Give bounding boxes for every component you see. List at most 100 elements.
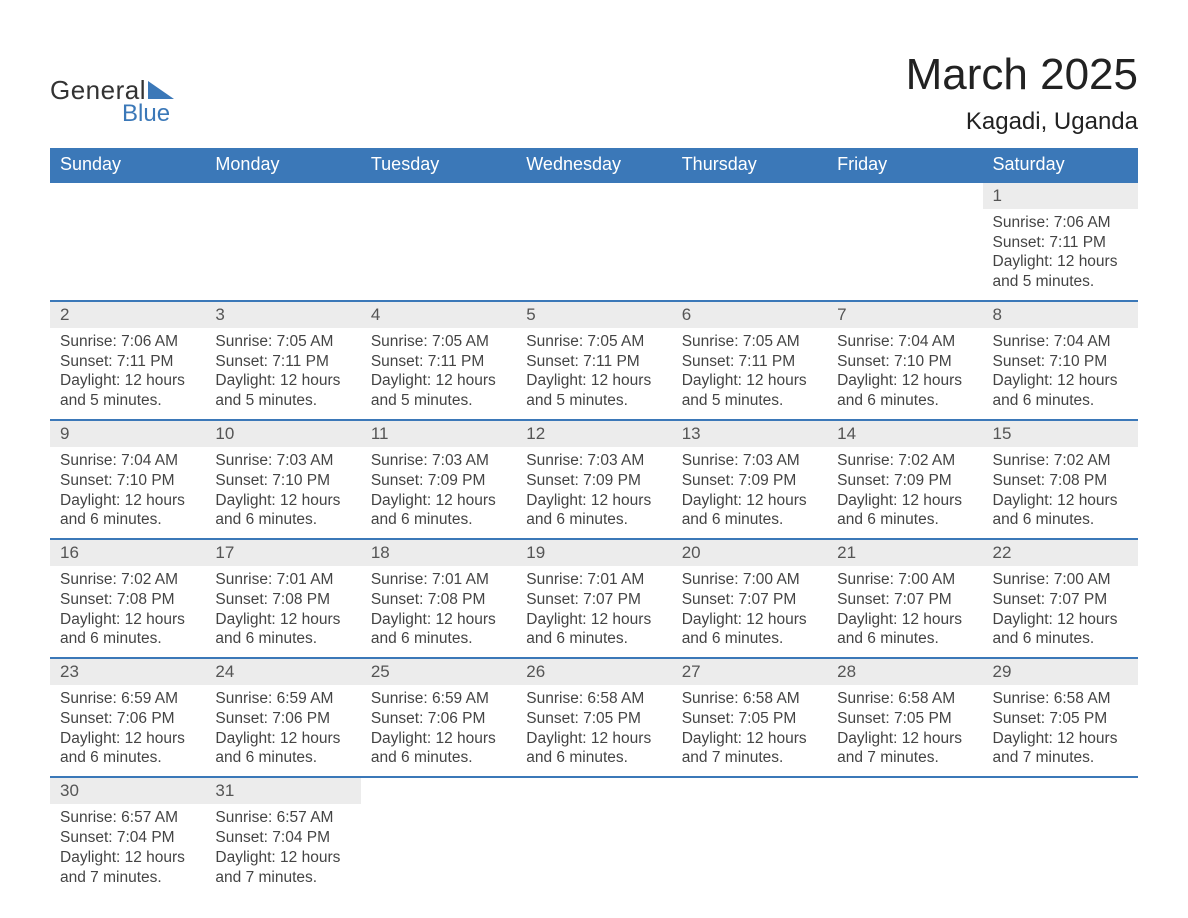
day-number: 25 [361, 658, 516, 685]
day-data [361, 209, 516, 301]
day-number: 11 [361, 420, 516, 447]
day-number: 26 [516, 658, 671, 685]
day-data [672, 209, 827, 301]
day-data: Sunrise: 6:57 AMSunset: 7:04 PMDaylight:… [205, 804, 360, 895]
day-number: 24 [205, 658, 360, 685]
day-number [50, 182, 205, 209]
daynum-row: 3031 [50, 777, 1138, 804]
day-number: 27 [672, 658, 827, 685]
day-number: 10 [205, 420, 360, 447]
logo-triangle-icon [148, 81, 174, 99]
daynum-row: 9101112131415 [50, 420, 1138, 447]
logo: General Blue [50, 75, 174, 128]
day-number: 29 [983, 658, 1138, 685]
day-data: Sunrise: 7:04 AMSunset: 7:10 PMDaylight:… [983, 328, 1138, 420]
day-data [827, 804, 982, 895]
calendar-body: 1Sunrise: 7:06 AMSunset: 7:11 PMDaylight… [50, 182, 1138, 895]
day-data: Sunrise: 6:59 AMSunset: 7:06 PMDaylight:… [205, 685, 360, 777]
day-number: 16 [50, 539, 205, 566]
day-number: 4 [361, 301, 516, 328]
col-wednesday: Wednesday [516, 148, 671, 182]
day-number: 22 [983, 539, 1138, 566]
daydata-row: Sunrise: 6:59 AMSunset: 7:06 PMDaylight:… [50, 685, 1138, 777]
day-number: 7 [827, 301, 982, 328]
day-data [361, 804, 516, 895]
day-number [672, 182, 827, 209]
daydata-row: Sunrise: 7:02 AMSunset: 7:08 PMDaylight:… [50, 566, 1138, 658]
day-data: Sunrise: 6:58 AMSunset: 7:05 PMDaylight:… [827, 685, 982, 777]
day-number: 15 [983, 420, 1138, 447]
day-number: 28 [827, 658, 982, 685]
day-data: Sunrise: 6:58 AMSunset: 7:05 PMDaylight:… [983, 685, 1138, 777]
daynum-row: 16171819202122 [50, 539, 1138, 566]
day-number: 31 [205, 777, 360, 804]
day-data: Sunrise: 6:58 AMSunset: 7:05 PMDaylight:… [672, 685, 827, 777]
logo-word-blue: Blue [122, 100, 174, 128]
day-number: 8 [983, 301, 1138, 328]
day-number: 17 [205, 539, 360, 566]
day-data [672, 804, 827, 895]
day-data: Sunrise: 6:57 AMSunset: 7:04 PMDaylight:… [50, 804, 205, 895]
day-number [205, 182, 360, 209]
day-data: Sunrise: 7:01 AMSunset: 7:07 PMDaylight:… [516, 566, 671, 658]
day-data: Sunrise: 7:02 AMSunset: 7:09 PMDaylight:… [827, 447, 982, 539]
day-number [516, 182, 671, 209]
day-number: 30 [50, 777, 205, 804]
day-data: Sunrise: 7:03 AMSunset: 7:09 PMDaylight:… [516, 447, 671, 539]
day-data: Sunrise: 7:05 AMSunset: 7:11 PMDaylight:… [516, 328, 671, 420]
header: General Blue March 2025 Kagadi, Uganda [50, 50, 1138, 136]
day-number [361, 182, 516, 209]
day-data: Sunrise: 7:04 AMSunset: 7:10 PMDaylight:… [50, 447, 205, 539]
day-data [50, 209, 205, 301]
col-tuesday: Tuesday [361, 148, 516, 182]
day-data: Sunrise: 7:01 AMSunset: 7:08 PMDaylight:… [205, 566, 360, 658]
day-data: Sunrise: 7:05 AMSunset: 7:11 PMDaylight:… [672, 328, 827, 420]
day-data: Sunrise: 7:03 AMSunset: 7:09 PMDaylight:… [361, 447, 516, 539]
title-block: March 2025 Kagadi, Uganda [906, 50, 1138, 136]
daydata-row: Sunrise: 7:06 AMSunset: 7:11 PMDaylight:… [50, 209, 1138, 301]
day-data: Sunrise: 7:05 AMSunset: 7:11 PMDaylight:… [361, 328, 516, 420]
day-number [516, 777, 671, 804]
day-data: Sunrise: 7:04 AMSunset: 7:10 PMDaylight:… [827, 328, 982, 420]
day-number: 9 [50, 420, 205, 447]
day-data [516, 209, 671, 301]
col-friday: Friday [827, 148, 982, 182]
day-number: 21 [827, 539, 982, 566]
day-number: 3 [205, 301, 360, 328]
day-number [361, 777, 516, 804]
day-data: Sunrise: 7:00 AMSunset: 7:07 PMDaylight:… [983, 566, 1138, 658]
day-data: Sunrise: 7:06 AMSunset: 7:11 PMDaylight:… [983, 209, 1138, 301]
calendar-header-row: Sunday Monday Tuesday Wednesday Thursday… [50, 148, 1138, 182]
daydata-row: Sunrise: 6:57 AMSunset: 7:04 PMDaylight:… [50, 804, 1138, 895]
day-data: Sunrise: 7:02 AMSunset: 7:08 PMDaylight:… [50, 566, 205, 658]
day-number [983, 777, 1138, 804]
day-data [983, 804, 1138, 895]
calendar-table: Sunday Monday Tuesday Wednesday Thursday… [50, 148, 1138, 895]
day-data: Sunrise: 7:01 AMSunset: 7:08 PMDaylight:… [361, 566, 516, 658]
daynum-row: 2345678 [50, 301, 1138, 328]
daynum-row: 1 [50, 182, 1138, 209]
day-number: 23 [50, 658, 205, 685]
daydata-row: Sunrise: 7:04 AMSunset: 7:10 PMDaylight:… [50, 447, 1138, 539]
day-number: 19 [516, 539, 671, 566]
day-data [516, 804, 671, 895]
col-monday: Monday [205, 148, 360, 182]
day-number: 13 [672, 420, 827, 447]
day-number: 14 [827, 420, 982, 447]
day-number [672, 777, 827, 804]
day-number: 6 [672, 301, 827, 328]
day-data [827, 209, 982, 301]
daynum-row: 23242526272829 [50, 658, 1138, 685]
day-number: 5 [516, 301, 671, 328]
location-label: Kagadi, Uganda [906, 108, 1138, 136]
day-number [827, 182, 982, 209]
day-data: Sunrise: 6:59 AMSunset: 7:06 PMDaylight:… [50, 685, 205, 777]
col-thursday: Thursday [672, 148, 827, 182]
col-saturday: Saturday [983, 148, 1138, 182]
day-data: Sunrise: 6:59 AMSunset: 7:06 PMDaylight:… [361, 685, 516, 777]
day-data: Sunrise: 6:58 AMSunset: 7:05 PMDaylight:… [516, 685, 671, 777]
day-data: Sunrise: 7:02 AMSunset: 7:08 PMDaylight:… [983, 447, 1138, 539]
day-data: Sunrise: 7:00 AMSunset: 7:07 PMDaylight:… [827, 566, 982, 658]
day-number: 18 [361, 539, 516, 566]
day-number: 12 [516, 420, 671, 447]
